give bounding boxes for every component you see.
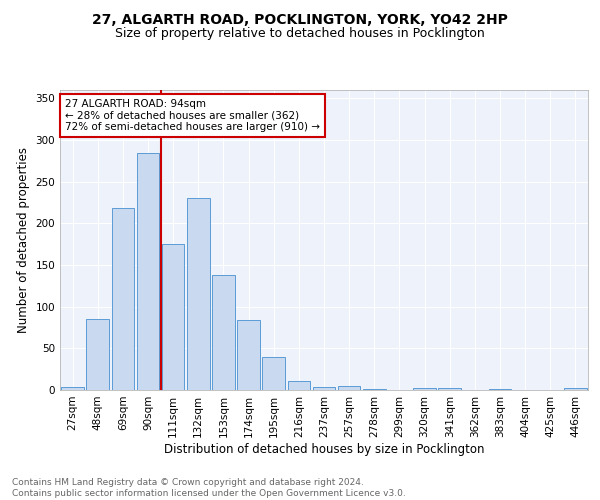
Bar — [439, 388, 461, 390]
Bar — [212, 275, 235, 390]
Bar — [413, 388, 436, 390]
Text: 27, ALGARTH ROAD, POCKLINGTON, YORK, YO42 2HP: 27, ALGARTH ROAD, POCKLINGTON, YORK, YO4… — [92, 12, 508, 26]
Text: 27 ALGARTH ROAD: 94sqm
← 28% of detached houses are smaller (362)
72% of semi-de: 27 ALGARTH ROAD: 94sqm ← 28% of detached… — [65, 99, 320, 132]
Text: Size of property relative to detached houses in Pocklington: Size of property relative to detached ho… — [115, 28, 485, 40]
Y-axis label: Number of detached properties: Number of detached properties — [17, 147, 30, 333]
Bar — [488, 389, 511, 390]
Bar — [86, 319, 109, 390]
Bar — [187, 198, 209, 390]
Bar — [61, 386, 84, 390]
Bar — [137, 154, 160, 390]
Bar — [112, 208, 134, 390]
Bar — [237, 320, 260, 390]
Bar — [287, 381, 310, 390]
X-axis label: Distribution of detached houses by size in Pocklington: Distribution of detached houses by size … — [164, 442, 484, 456]
Bar — [338, 386, 361, 390]
Bar — [564, 388, 587, 390]
Bar — [313, 386, 335, 390]
Bar — [363, 389, 386, 390]
Bar — [162, 244, 184, 390]
Text: Contains HM Land Registry data © Crown copyright and database right 2024.
Contai: Contains HM Land Registry data © Crown c… — [12, 478, 406, 498]
Bar — [262, 356, 285, 390]
